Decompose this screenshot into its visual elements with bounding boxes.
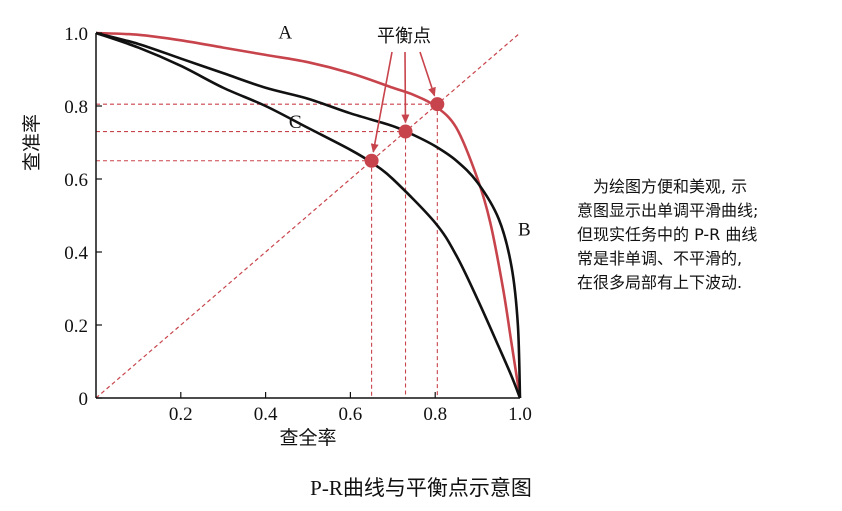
diagonal-line [96, 33, 520, 398]
note-line: 意图显示出单调平滑曲线; [577, 199, 817, 223]
balance-point-marker [431, 98, 444, 111]
y-tick-label: 1.0 [64, 24, 88, 45]
y-tick-label: 0.4 [64, 243, 88, 264]
x-tick-label: 1.0 [508, 404, 532, 425]
balance-points [365, 52, 444, 167]
x-tick-label: 0.2 [169, 404, 193, 425]
curve-label-a: A [278, 22, 292, 43]
y-tick-label: 0 [79, 389, 89, 410]
x-tick-label: 0.6 [339, 404, 363, 425]
figure-caption: P-R曲线与平衡点示意图 [0, 472, 842, 502]
x-axis-label: 查全率 [279, 427, 336, 449]
note-line: 在很多局部有上下波动. [577, 271, 817, 295]
balance-point-marker [365, 154, 378, 167]
note-line: 为绘图方便和美观, 示 [577, 175, 817, 199]
annotation-arrow [420, 52, 434, 96]
guide-lines [96, 33, 520, 398]
side-note: 为绘图方便和美观, 示 意图显示出单调平滑曲线; 但现实任务中的 P-R 曲线 … [577, 175, 817, 295]
x-tick-label: 0.8 [423, 404, 447, 425]
y-axis-label: 查准率 [21, 114, 43, 171]
curve-label-c: C [289, 112, 302, 133]
note-line: 但现实任务中的 P-R 曲线 [577, 223, 817, 247]
y-tick-label: 0.2 [64, 316, 88, 337]
x-tick-label: 0.4 [254, 404, 278, 425]
balance-point-marker [399, 125, 412, 138]
annotation-arrow [373, 52, 392, 152]
y-tick-label: 0.8 [64, 97, 88, 118]
curve-label-b: B [518, 220, 531, 241]
chart-text: 0.2 0.4 0.6 0.8 1.0 0 0.2 0.4 0.6 0.8 1.0 查全率 查准率 A B C… [21, 22, 532, 449]
balance-point-annotation: 平衡点 [377, 26, 431, 47]
y-tick-label: 0.6 [64, 170, 88, 191]
note-line: 常是非单调、不平滑的, [577, 247, 817, 271]
